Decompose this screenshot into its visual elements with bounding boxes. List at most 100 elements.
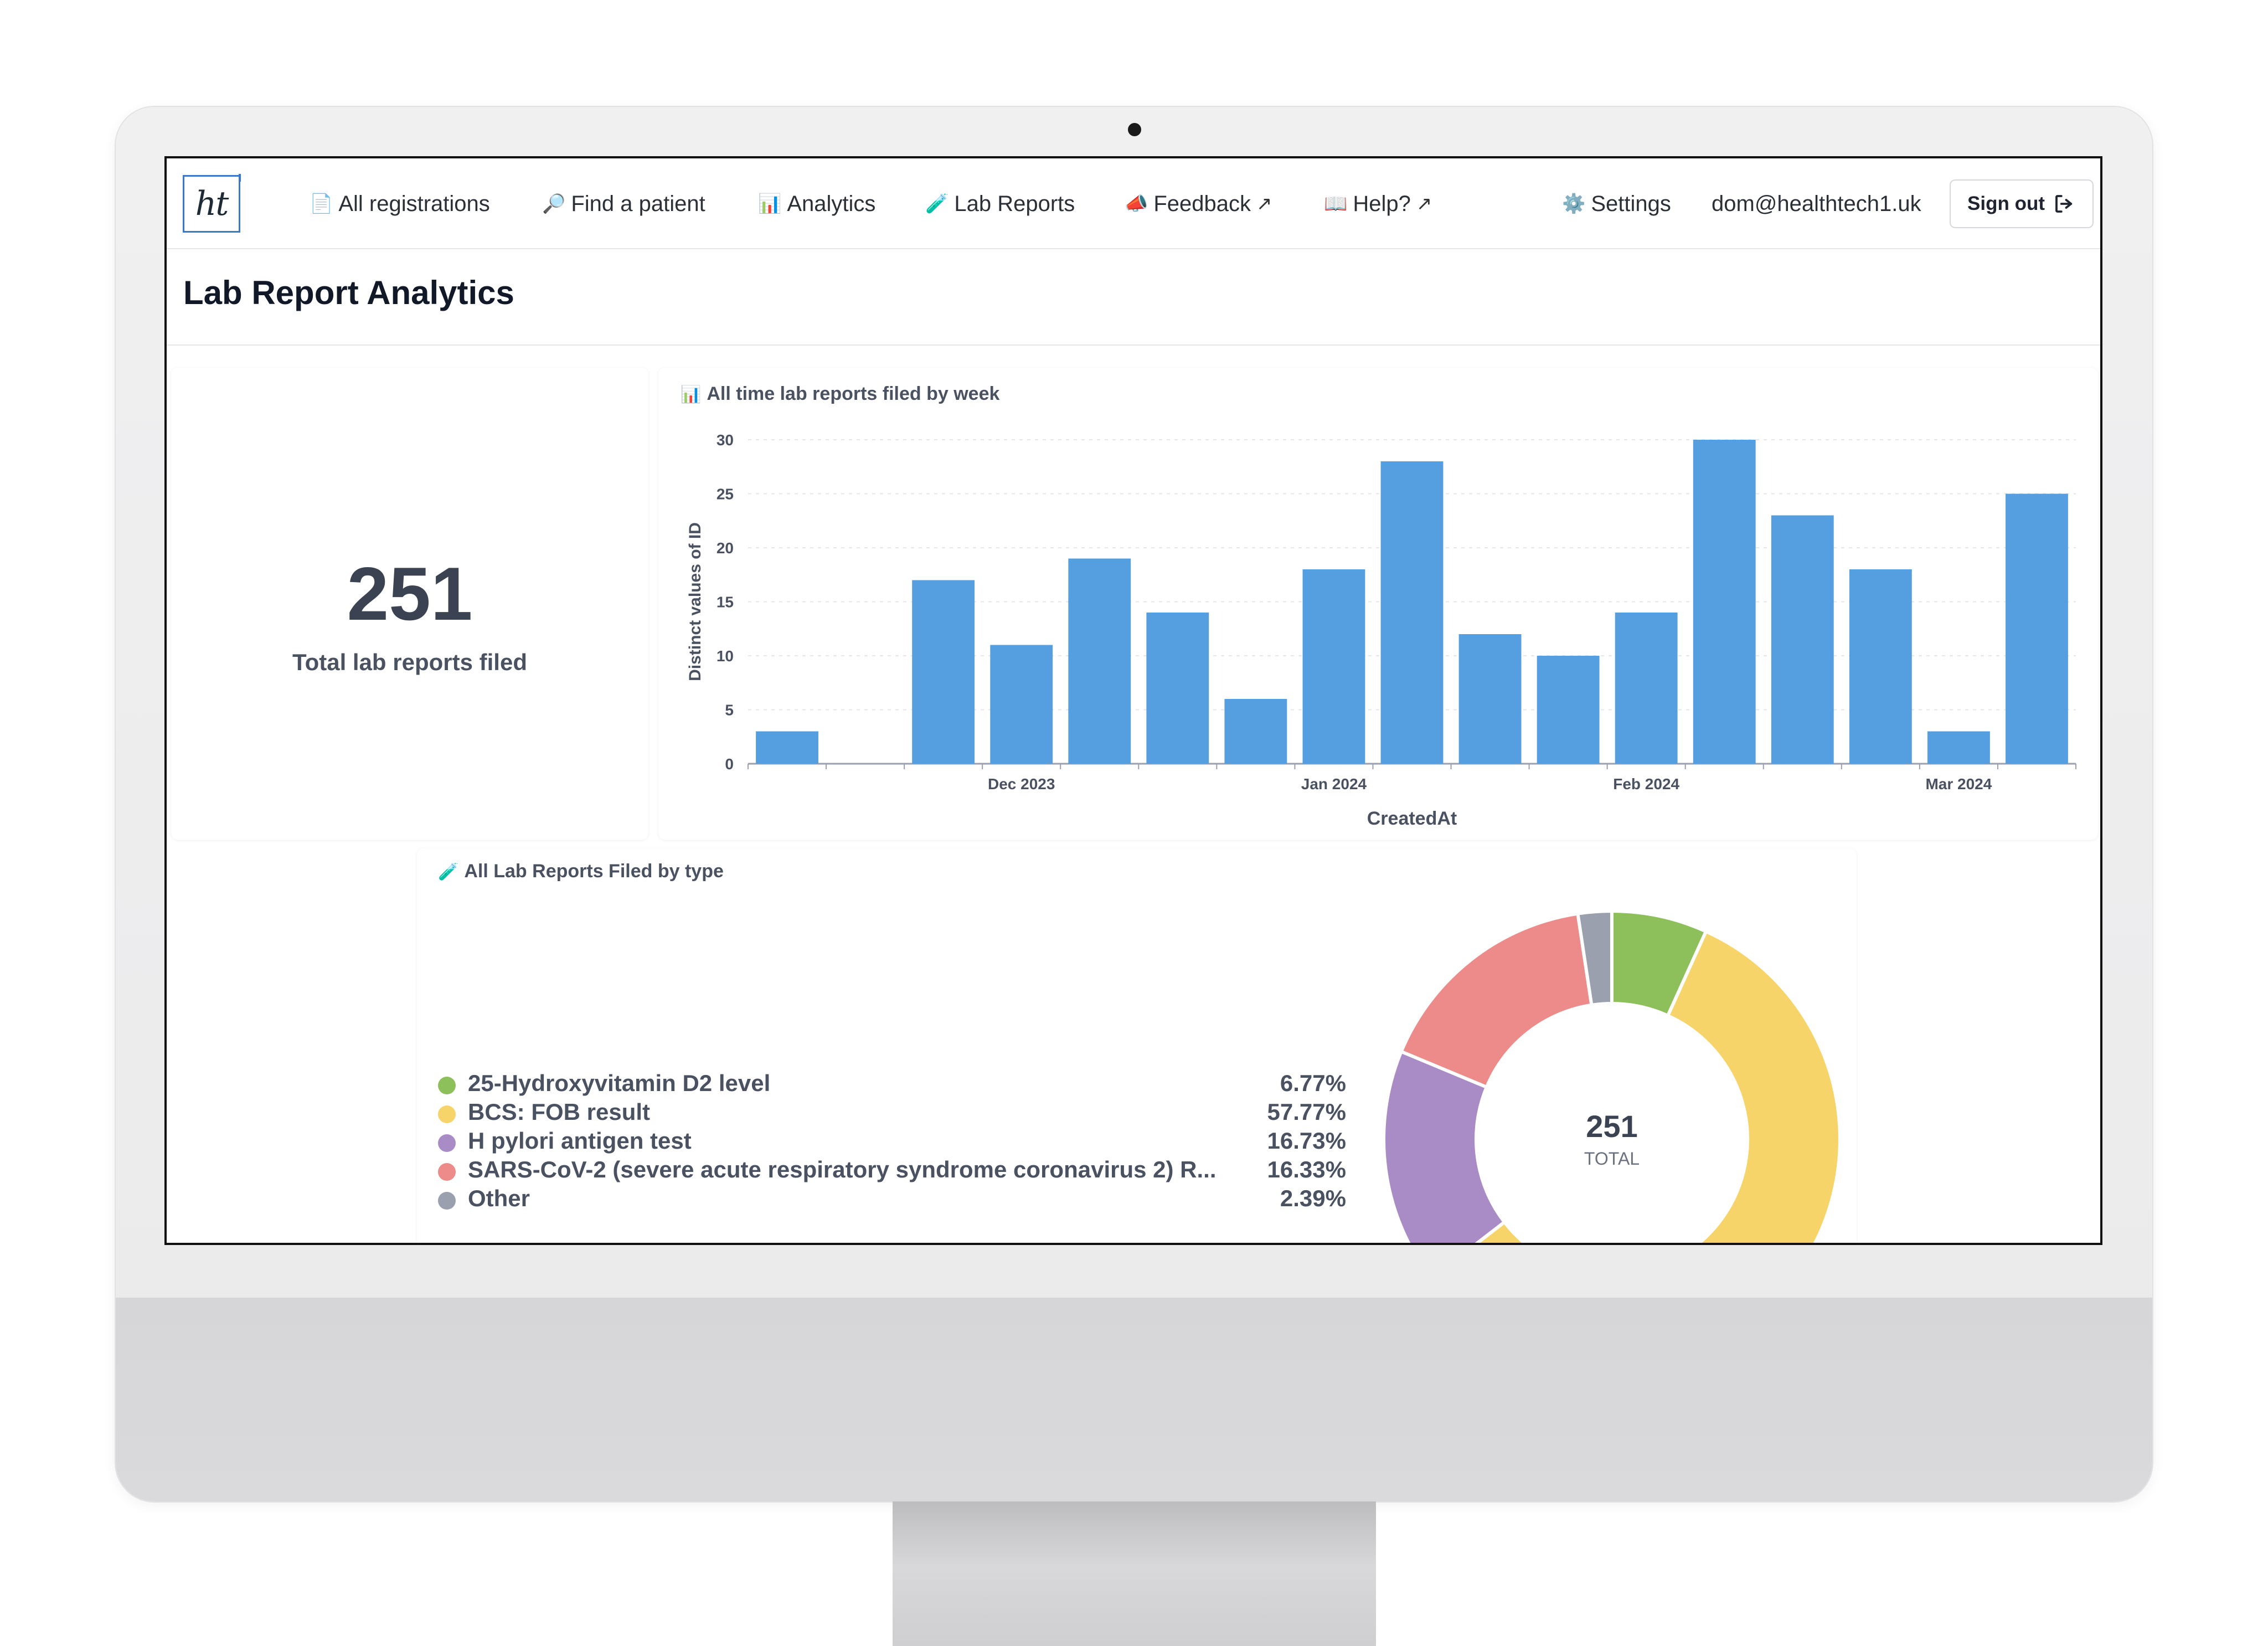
legend-dot [438, 1077, 456, 1094]
user-email: dom@healthtech1.uk [1712, 189, 1921, 218]
legend-percent: 16.73% [1267, 1128, 1346, 1154]
monitor-stand [893, 1501, 1376, 1646]
legend-dot [438, 1134, 456, 1152]
magnifier-icon: 🔎 [542, 193, 566, 214]
bar[interactable] [1927, 731, 1990, 764]
book-icon: 📖 [1324, 193, 1348, 214]
legend-percent: 2.39% [1280, 1185, 1346, 1211]
legend-dot [438, 1192, 456, 1210]
bar[interactable] [1693, 440, 1756, 764]
total-reports-label: Total lab reports filed [292, 649, 527, 675]
y-tick-label: 25 [717, 486, 734, 503]
y-tick-label: 0 [725, 755, 734, 773]
nav-feedback[interactable]: 📣 Feedback ↗ [1125, 189, 1272, 218]
nav-lab-reports[interactable]: 🧪 Lab Reports [925, 189, 1075, 218]
x-tick-label: Jan 2024 [1301, 775, 1367, 793]
sign-out-button[interactable]: Sign out [1950, 179, 2094, 228]
screen: ht 📄 All registrations 🔎 Find a patient … [164, 156, 2102, 1245]
x-axis-label: CreatedAt [1367, 808, 1457, 829]
test-tube-icon: 🧪 [438, 863, 459, 881]
bar[interactable] [1537, 656, 1600, 764]
legend-item[interactable]: H pylori antigen test 16.73% [438, 1128, 1346, 1156]
divider [167, 344, 2100, 346]
nav-label: Help? [1353, 191, 1411, 216]
bar[interactable] [1146, 613, 1209, 764]
y-tick-label: 10 [717, 647, 734, 665]
external-link-icon: ↗ [1416, 193, 1432, 214]
weekly-card-title: 📊 All time lab reports filed by week [681, 383, 999, 405]
legend-label: SARS-CoV-2 (severe acute respiratory syn… [468, 1156, 1217, 1182]
nav-label: Find a patient [571, 191, 705, 216]
donut-slice[interactable] [1382, 1049, 1507, 1245]
x-tick-label: Feb 2024 [1613, 775, 1679, 793]
nav-label: Feedback [1153, 191, 1251, 216]
donut-slice[interactable] [1399, 912, 1594, 1089]
nav-label: Lab Reports [954, 191, 1075, 216]
legend-item[interactable]: Other 2.39% [438, 1185, 1346, 1214]
bar-chart-icon: 📊 [681, 385, 702, 404]
nav-label: Analytics [787, 191, 876, 216]
gear-icon: ⚙️ [1562, 193, 1586, 214]
total-reports-card: 251 Total lab reports filed [171, 368, 648, 840]
megaphone-icon: 📣 [1125, 193, 1148, 214]
bar[interactable] [756, 731, 818, 764]
weekly-card-title-text: All time lab reports filed by week [707, 383, 1000, 404]
legend-label: 25-Hydroxyvitamin D2 level [468, 1070, 771, 1096]
sign-out-label: Sign out [1967, 193, 2045, 214]
test-tube-icon: 🧪 [925, 193, 949, 214]
nav-analytics[interactable]: 📊 Analytics [758, 189, 875, 218]
nav-help[interactable]: 📖 Help? ↗ [1324, 189, 1432, 218]
legend-dot [438, 1163, 456, 1181]
x-tick-label: Mar 2024 [1925, 775, 1992, 793]
nav-all-registrations[interactable]: 📄 All registrations [310, 189, 490, 218]
page-title: Lab Report Analytics [183, 274, 514, 311]
bar[interactable] [1615, 613, 1678, 764]
nav-label: All registrations [338, 191, 490, 216]
bar[interactable] [1771, 515, 1834, 764]
y-tick-label: 30 [717, 431, 734, 449]
bar[interactable] [1302, 569, 1365, 764]
reports-by-type-card: 🧪 All Lab Reports Filed by type 251 TOTAL … [417, 848, 1857, 1245]
logo[interactable]: ht [183, 175, 240, 233]
bar[interactable] [1380, 461, 1444, 764]
legend-label: BCS: FOB result [468, 1099, 651, 1125]
nav-find-a-patient[interactable]: 🔎 Find a patient [542, 189, 705, 218]
external-link-icon: ↗ [1256, 193, 1272, 214]
type-card-title-text: All Lab Reports Filed by type [464, 861, 724, 882]
donut-center-value: 251 [1586, 1109, 1637, 1144]
legend-item[interactable]: SARS-CoV-2 (severe acute respiratory syn… [438, 1156, 1346, 1185]
weekly-reports-card: 0 5 10 15 20 25 30 Dec 2023 Jan 2024 Feb 2024 Mar … [658, 368, 2098, 840]
bar[interactable] [1068, 558, 1131, 764]
donut-center-label: TOTAL [1584, 1149, 1640, 1169]
bar[interactable] [1458, 634, 1522, 764]
legend-percent: 6.77% [1280, 1070, 1346, 1096]
bar[interactable] [2006, 493, 2068, 764]
weekly-bar-chart: 0 5 10 15 20 25 30 Dec 2023 Jan 2024 Feb 2024 Mar … [686, 431, 2076, 829]
type-card-title: 🧪 All Lab Reports Filed by type [438, 861, 724, 882]
y-axis-label: Distinct values of ID [686, 522, 704, 681]
donut-slice[interactable] [1431, 929, 1842, 1245]
nav-settings[interactable]: ⚙️ Settings [1562, 189, 1671, 218]
bar[interactable] [990, 645, 1053, 764]
camera-dot [1128, 123, 1141, 136]
sign-out-icon [2055, 195, 2073, 213]
legend-percent: 16.33% [1267, 1156, 1346, 1182]
legend-percent: 57.77% [1267, 1099, 1346, 1125]
bar[interactable] [1224, 699, 1287, 764]
x-tick-label: Dec 2023 [988, 775, 1055, 793]
top-navbar: ht 📄 All registrations 🔎 Find a patient … [167, 158, 2100, 249]
logo-accent [239, 174, 241, 182]
y-tick-label: 20 [717, 539, 734, 557]
user-email-text: dom@healthtech1.uk [1712, 191, 1921, 216]
legend-label: H pylori antigen test [468, 1128, 692, 1154]
y-tick-label: 5 [725, 702, 734, 719]
y-tick-label: 15 [717, 594, 734, 611]
legend-item[interactable]: BCS: FOB result 57.77% [438, 1099, 1346, 1128]
legend-dot [438, 1105, 456, 1123]
bar-chart-icon: 📊 [758, 193, 782, 214]
bar[interactable] [1849, 569, 1912, 764]
legend-label: Other [468, 1185, 530, 1211]
legend-item[interactable]: 25-Hydroxyvitamin D2 level 6.77% [438, 1070, 1346, 1099]
page-icon: 📄 [310, 193, 333, 214]
bar[interactable] [912, 580, 975, 764]
